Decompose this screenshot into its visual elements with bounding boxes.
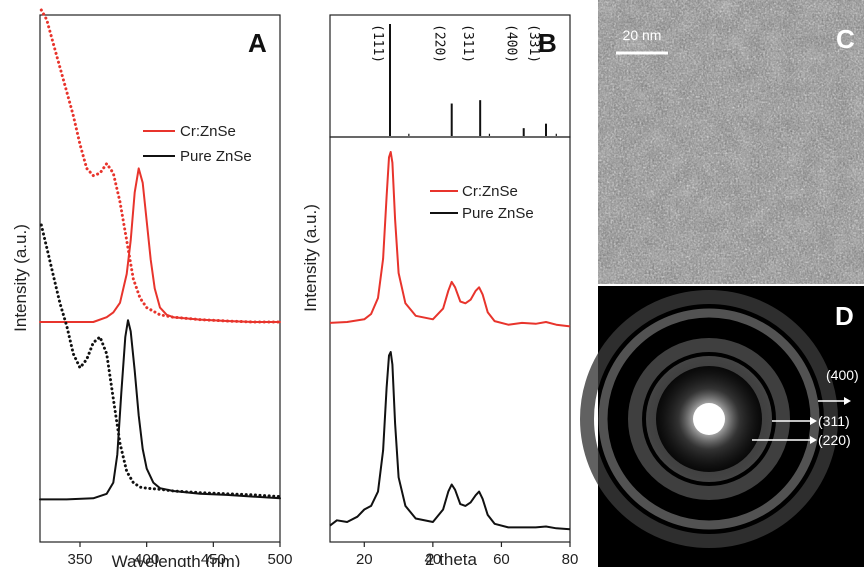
reference-label-220: (220) [432,24,447,63]
x-tick-label-80: 80 [562,551,579,567]
reference-label-311: (311) [460,24,475,63]
panel-a-pl-spectra: A Intensity (a.u.) Wavelength (nm) 350 40… [11,8,293,567]
panel-b-frame-main [329,136,571,543]
panel-a-frame [39,14,281,543]
series-pure-znse-dotted [39,223,282,499]
panel-b-legend: Cr:ZnSe Pure ZnSe [430,183,534,222]
x-tick-label-500: 500 [267,551,292,567]
panel-a-letter: A [248,28,267,58]
reference-label-400: (400) [504,24,519,63]
panel-a-x-ticks: 350 400 450 500 [67,542,293,567]
saed-arrowhead-220 [810,436,817,444]
saed-label-400: (400) [826,367,859,383]
series-pure-znse [329,351,571,531]
x-tick-label-60: 60 [493,551,510,567]
reference-label-111: (111) [370,24,385,63]
panel-b-ylabel: Intensity (a.u.) [301,204,320,312]
panel-a-legend: Cr:ZnSe Pure ZnSe [143,123,252,165]
saed-ring-400 [598,308,820,530]
panel-b-letter: B [538,28,557,58]
panel-b-xlabel: 2 theta [425,550,478,567]
panel-a-ylabel: Intensity (a.u.) [11,224,30,332]
legend-label-pure-znse: Pure ZnSe [462,205,534,222]
panel-a-series [39,8,282,501]
tem-scale-label: 20 nm [623,27,662,43]
x-tick-label-20: 20 [356,551,373,567]
panel-c-tem-image: 20 nm C [598,0,864,284]
saed-label-311: (311) [818,413,850,429]
saed-label-220: (220) [818,432,851,448]
panel-a-xlabel: Wavelength (nm) [112,552,241,567]
legend-label-pure-znse: Pure ZnSe [180,148,252,165]
panel-b-xrd: B Intensity (a.u.) 2 theta 20 40 60 80 (111… [301,14,578,567]
saed-arrowhead-311 [810,417,817,425]
series-pure-znse-solid [39,319,281,501]
panel-c-letter: C [836,24,855,54]
saed-ring-annotations: (400) (311) (220) [752,367,859,448]
panel-b-reference-pattern: (111) (220) (311) (400) (331) [370,24,557,136]
saed-central-spot [693,403,725,435]
panel-d-letter: D [835,301,854,331]
x-tick-label-40: 40 [425,551,442,567]
legend-label-cr-znse: Cr:ZnSe [180,123,236,140]
saed-ring-outer [580,290,838,548]
panel-d-saed-pattern: (400) (311) (220) D [580,286,864,567]
reference-label-331: (331) [526,24,541,63]
x-tick-label-350: 350 [67,551,92,567]
saed-arrowhead-400 [844,397,851,405]
series-cr-znse-solid [39,167,281,323]
legend-label-cr-znse: Cr:ZnSe [462,183,518,200]
tem-contrast [598,0,864,284]
x-tick-label-450: 450 [201,551,226,567]
saed-ring-311 [628,338,790,500]
series-cr-znse-dotted [39,8,282,324]
panel-b-x-ticks: 20 40 60 80 [356,542,578,567]
panel-b-series [329,151,571,531]
x-tick-label-400: 400 [134,551,159,567]
series-cr-znse [329,151,571,328]
